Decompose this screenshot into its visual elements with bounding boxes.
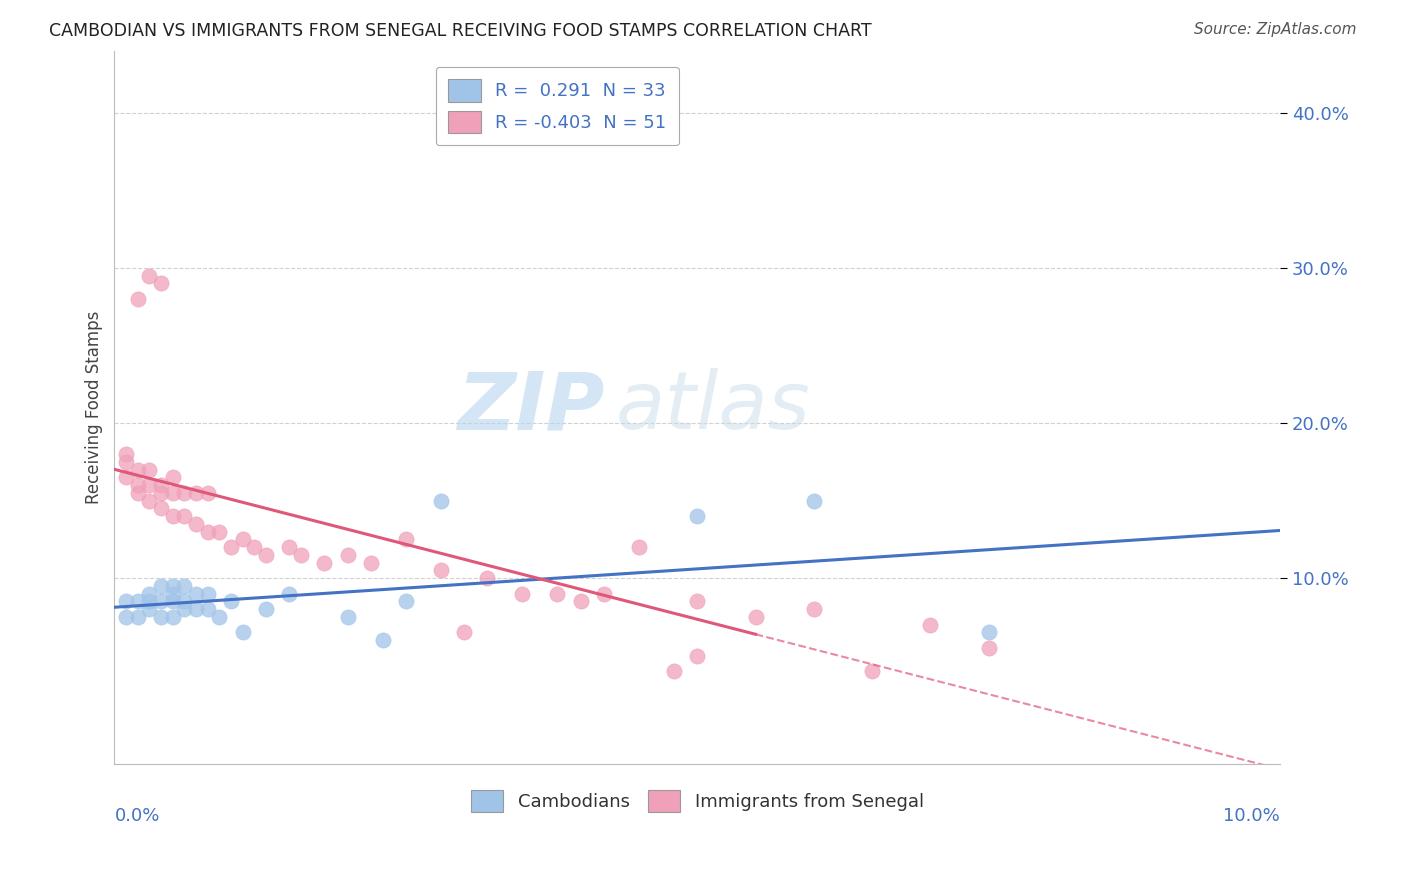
Point [254,602,277,616]
Point [173,485,195,500]
Point [162,470,184,484]
Point [173,579,195,593]
Point [197,485,219,500]
Point [150,277,173,291]
Point [593,587,616,601]
Point [150,485,173,500]
Point [115,610,138,624]
Point [138,493,160,508]
Point [336,610,359,624]
Point [127,594,149,608]
Point [686,648,709,663]
Text: 10.0%: 10.0% [1223,807,1279,825]
Point [219,594,242,608]
Point [138,268,160,283]
Point [115,447,138,461]
Point [920,617,942,632]
Point [254,548,277,562]
Point [686,594,709,608]
Point [860,664,883,678]
Point [278,540,301,554]
Point [208,610,231,624]
Point [127,462,149,476]
Point [150,501,173,516]
Point [197,602,219,616]
Point [150,594,173,608]
Point [314,556,336,570]
Point [430,563,453,577]
Point [662,664,685,678]
Point [243,540,266,554]
Point [138,602,160,616]
Text: 0.0%: 0.0% [114,807,160,825]
Point [569,594,592,608]
Point [162,594,184,608]
Point [162,610,184,624]
Point [150,610,173,624]
Point [115,594,138,608]
Point [184,602,207,616]
Point [138,478,160,492]
Point [546,587,568,601]
Point [184,516,207,531]
Point [150,579,173,593]
Point [512,587,534,601]
Point [803,493,825,508]
Text: CAMBODIAN VS IMMIGRANTS FROM SENEGAL RECEIVING FOOD STAMPS CORRELATION CHART: CAMBODIAN VS IMMIGRANTS FROM SENEGAL REC… [49,22,872,40]
Point [430,493,453,508]
Point [115,470,138,484]
Point [127,478,149,492]
Point [184,587,207,601]
Point [290,548,312,562]
Point [371,633,394,648]
Point [184,485,207,500]
Point [138,587,160,601]
Point [127,485,149,500]
Text: Source: ZipAtlas.com: Source: ZipAtlas.com [1194,22,1357,37]
Point [162,587,184,601]
Point [138,594,160,608]
Point [278,587,301,601]
Point [453,625,475,640]
Point [173,509,195,524]
Legend: Cambodians, Immigrants from Senegal: Cambodians, Immigrants from Senegal [464,783,931,820]
Point [127,292,149,306]
Point [162,579,184,593]
Point [803,602,825,616]
Point [197,524,219,539]
Point [477,571,499,585]
Point [977,625,1000,640]
Text: atlas: atlas [616,368,810,447]
Point [336,548,359,562]
Point [686,509,709,524]
Point [395,594,418,608]
Point [173,594,195,608]
Text: ZIP: ZIP [457,368,605,447]
Point [208,524,231,539]
Y-axis label: Receiving Food Stamps: Receiving Food Stamps [86,310,103,504]
Point [977,640,1000,655]
Point [150,478,173,492]
Point [197,587,219,601]
Point [115,455,138,469]
Point [173,602,195,616]
Point [162,509,184,524]
Point [395,533,418,547]
Point [162,485,184,500]
Point [138,462,160,476]
Point [232,625,254,640]
Point [627,540,650,554]
Point [360,556,382,570]
Point [744,610,766,624]
Point [232,533,254,547]
Point [127,610,149,624]
Point [219,540,242,554]
